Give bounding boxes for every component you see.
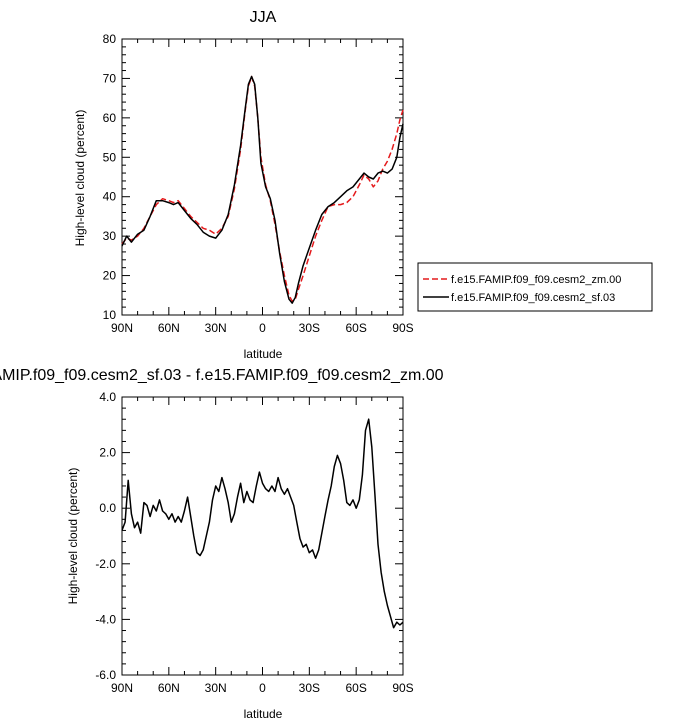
bottom-y-tick-label: 2.0 xyxy=(99,446,116,460)
top-line-chart: JJA 90N 60N 30N 0 30S 60S 90S 10 20 30 40 50 60 70 80… xyxy=(73,9,653,361)
top-y-axis-label: High-level cloud (percent) xyxy=(73,110,87,247)
top-x-tick-label: 30S xyxy=(299,321,320,335)
top-chart-title: JJA xyxy=(250,9,277,26)
bottom-y-tick-label: -6.0 xyxy=(95,668,116,682)
top-y-tick-label: 80 xyxy=(103,32,117,46)
legend-box xyxy=(417,262,653,312)
bottom-x-tick-label: 60N xyxy=(158,681,180,695)
bottom-x-tick-label: 60S xyxy=(345,681,366,695)
bottom-y-ticks: -6.0 -4.0 -2.0 0.0 2.0 4.0 xyxy=(95,390,403,682)
top-series-line-1 xyxy=(121,75,404,302)
top-x-tick-label: 90S xyxy=(392,321,413,335)
top-y-tick-label: 40 xyxy=(103,190,117,204)
top-x-tick-label: 60N xyxy=(158,321,180,335)
bottom-series-line-1 xyxy=(121,418,404,629)
bottom-plot-frame xyxy=(121,396,404,676)
top-x-ticks: 90N 60N 30N 0 30S 60S 90S xyxy=(111,39,414,335)
legend-label-series-2: f.e15.FAMIP.f09_f09.cesm2_sf.03 xyxy=(451,292,615,304)
top-y-tick-label: 10 xyxy=(103,308,117,322)
bottom-y-tick-label: -4.0 xyxy=(95,612,116,626)
top-series-line-2 xyxy=(121,75,404,304)
top-x-tick-label: 90N xyxy=(111,321,133,335)
top-y-tick-label: 50 xyxy=(103,150,117,164)
top-series-lines xyxy=(121,75,404,304)
bottom-y-tick-label: 0.0 xyxy=(99,501,116,515)
bottom-x-tick-label: 0 xyxy=(259,681,266,695)
bottom-x-tick-label: 30N xyxy=(205,681,227,695)
top-y-tick-label: 30 xyxy=(103,229,117,243)
bottom-y-axis-label: High-level cloud (percent) xyxy=(66,468,80,605)
top-y-tick-label: 60 xyxy=(103,111,117,125)
top-y-tick-label: 70 xyxy=(103,71,117,85)
top-x-tick-label: 0 xyxy=(259,321,266,335)
bottom-x-tick-label: 90S xyxy=(392,681,413,695)
bottom-x-tick-label: 30S xyxy=(299,681,320,695)
legend: f.e15.FAMIP.f09_f09.cesm2_zm.00 f.e15.FA… xyxy=(417,262,653,312)
legend-label-series-1: f.e15.FAMIP.f09_f09.cesm2_zm.00 xyxy=(451,274,621,286)
bottom-y-tick-label: -2.0 xyxy=(95,557,116,571)
bottom-y-tick-label: 4.0 xyxy=(99,390,116,404)
bottom-series-lines xyxy=(121,418,404,629)
top-x-axis-label: latitude xyxy=(244,347,283,361)
bottom-x-ticks: 90N 60N 30N 0 30S 60S 90S xyxy=(111,397,414,695)
top-x-tick-label: 30N xyxy=(205,321,227,335)
bottom-x-tick-label: 90N xyxy=(111,681,133,695)
bottom-x-axis-label: latitude xyxy=(244,707,283,721)
top-x-tick-label: 60S xyxy=(345,321,366,335)
top-y-tick-label: 20 xyxy=(103,269,117,283)
top-y-ticks: 10 20 30 40 50 60 70 80 xyxy=(103,32,403,322)
bottom-difference-chart: f.e15.FAMIP.f09_f09.cesm2_sf.03 - f.e15.… xyxy=(0,367,444,721)
bottom-chart-title: f.e15.FAMIP.f09_f09.cesm2_sf.03 - f.e15.… xyxy=(0,367,444,384)
